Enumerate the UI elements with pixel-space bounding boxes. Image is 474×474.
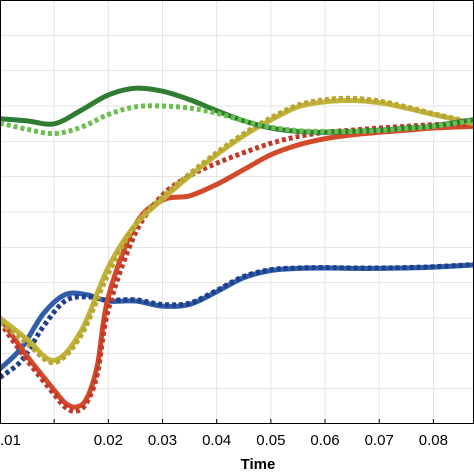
series-line-6: [0, 262, 474, 372]
x-tick-label: 0.07: [365, 432, 394, 449]
x-tick-label: 0.05: [256, 432, 285, 449]
grid: [0, 0, 474, 424]
x-tick-label: .01: [0, 432, 21, 449]
x-tick-label: 0.04: [202, 432, 231, 449]
series-layer: [0, 85, 474, 414]
x-tick-label: 0.08: [419, 432, 448, 449]
x-tick-label: 0.03: [148, 432, 177, 449]
series-line-0: [0, 85, 474, 135]
x-tick-label: 0.02: [94, 432, 123, 449]
series-line-1: [0, 103, 474, 137]
series-line-7: [0, 262, 474, 380]
x-ticks: .01 0.02 0.03 0.04 0.05 0.06 0.07 0.08: [0, 419, 448, 449]
series-line-3: [0, 95, 474, 366]
x-axis-title: Time: [241, 456, 276, 473]
x-tick-label: 0.06: [310, 432, 339, 449]
